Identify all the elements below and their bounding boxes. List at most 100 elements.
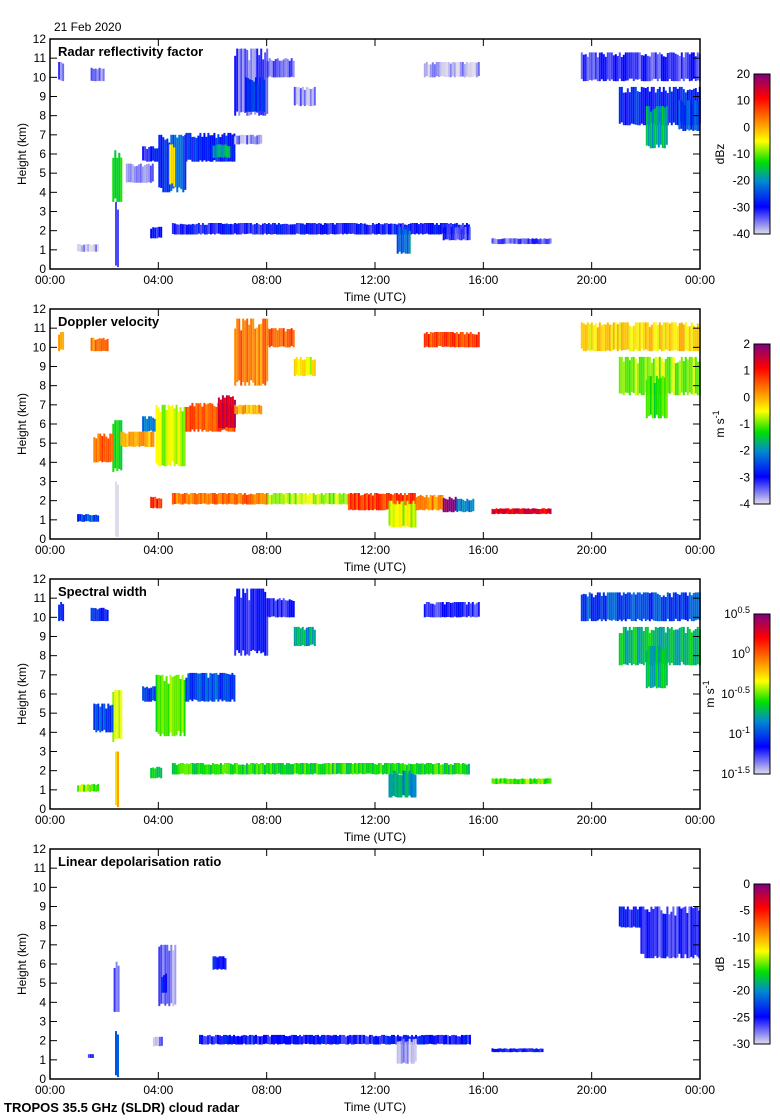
data-cell [407, 493, 410, 511]
data-cell [309, 223, 312, 235]
y-tick-label: 2 [39, 494, 46, 508]
data-cell [270, 328, 273, 346]
data-cell [433, 494, 436, 510]
data-cell [130, 431, 133, 447]
cloud-region [199, 1034, 471, 1045]
data-cell [185, 224, 188, 235]
data-cell [187, 763, 190, 775]
data-cell [267, 1034, 269, 1045]
data-cell [77, 785, 80, 792]
data-cell [686, 913, 689, 959]
data-cell [427, 497, 430, 511]
data-cell [660, 597, 663, 622]
data-cell [96, 339, 99, 352]
cloud-region [645, 646, 668, 689]
data-cell [634, 358, 637, 396]
data-cell [197, 763, 200, 775]
cloud-region [442, 226, 471, 241]
y-tick-label: 5 [39, 976, 46, 990]
data-cell [215, 223, 218, 234]
data-cell [160, 767, 163, 779]
data-cell [640, 86, 643, 124]
data-cell [433, 1035, 435, 1045]
data-cell [285, 223, 288, 235]
data-cell [469, 62, 472, 78]
data-cell [437, 62, 440, 77]
x-tick-label: 04:00 [143, 813, 173, 827]
data-cell [454, 227, 457, 241]
data-cell [62, 332, 65, 350]
data-cell [177, 411, 180, 467]
data-cell [640, 356, 643, 396]
data-cell [535, 238, 538, 244]
data-cell [156, 1036, 159, 1047]
colorbar-tick-label: -15 [733, 957, 751, 971]
data-cell [433, 332, 436, 348]
data-cell [115, 961, 118, 1012]
data-cell [590, 322, 593, 351]
data-cell [349, 223, 352, 234]
data-cell [402, 1038, 405, 1063]
data-cell [441, 764, 444, 775]
data-cell [313, 1035, 315, 1045]
data-cell [283, 1034, 285, 1044]
data-cell [400, 775, 403, 798]
data-cell [89, 515, 92, 522]
cloud-region [234, 134, 263, 145]
data-cell [437, 763, 440, 775]
data-cell [646, 592, 649, 620]
data-cell [309, 626, 312, 645]
data-cell [113, 968, 116, 1012]
y-tick-label: 8 [39, 109, 46, 123]
colorbar-tick-label: 10-1 [729, 725, 750, 741]
data-cell [519, 508, 522, 515]
data-cell [396, 500, 399, 527]
data-cell [446, 226, 449, 240]
data-cell [533, 778, 536, 784]
data-cell [391, 223, 394, 235]
data-cell [290, 58, 293, 77]
data-cell [311, 763, 314, 775]
data-cell [249, 493, 252, 505]
x-axis-title: Time (UTC) [344, 560, 406, 574]
data-cell [353, 223, 356, 235]
data-cell [258, 324, 261, 386]
data-cell [150, 687, 153, 702]
data-cell [692, 592, 695, 622]
x-tick-label: 08:00 [252, 273, 282, 287]
data-cell [442, 497, 445, 513]
data-cell [278, 598, 281, 617]
data-cell [185, 493, 188, 504]
data-cell [295, 86, 298, 105]
data-cell [465, 332, 468, 348]
data-cell [582, 54, 585, 82]
cloud-region [185, 672, 236, 702]
data-cell [608, 324, 611, 352]
data-cell [475, 334, 478, 348]
colorbar-tick-label: -2 [739, 444, 750, 458]
data-cell [644, 356, 647, 392]
data-cell [401, 763, 404, 775]
data-cell [299, 223, 302, 235]
data-cell [584, 594, 587, 622]
data-cell [173, 223, 176, 235]
data-cell [517, 238, 520, 245]
data-cell [455, 602, 458, 618]
data-cell [199, 132, 202, 161]
data-cell [626, 52, 629, 81]
data-cell [638, 52, 641, 80]
data-cell [100, 68, 103, 82]
data-cell [158, 1036, 161, 1047]
data-cell [678, 594, 681, 622]
data-cell [211, 673, 214, 702]
data-cell [283, 765, 286, 775]
data-cell [539, 509, 542, 515]
data-cell [195, 672, 198, 701]
data-cell [511, 238, 514, 244]
data-cell [690, 356, 693, 395]
data-cell [684, 52, 687, 79]
data-cell [301, 763, 304, 775]
data-cell [264, 318, 267, 386]
data-cell [359, 1034, 361, 1045]
data-cell [517, 508, 520, 514]
